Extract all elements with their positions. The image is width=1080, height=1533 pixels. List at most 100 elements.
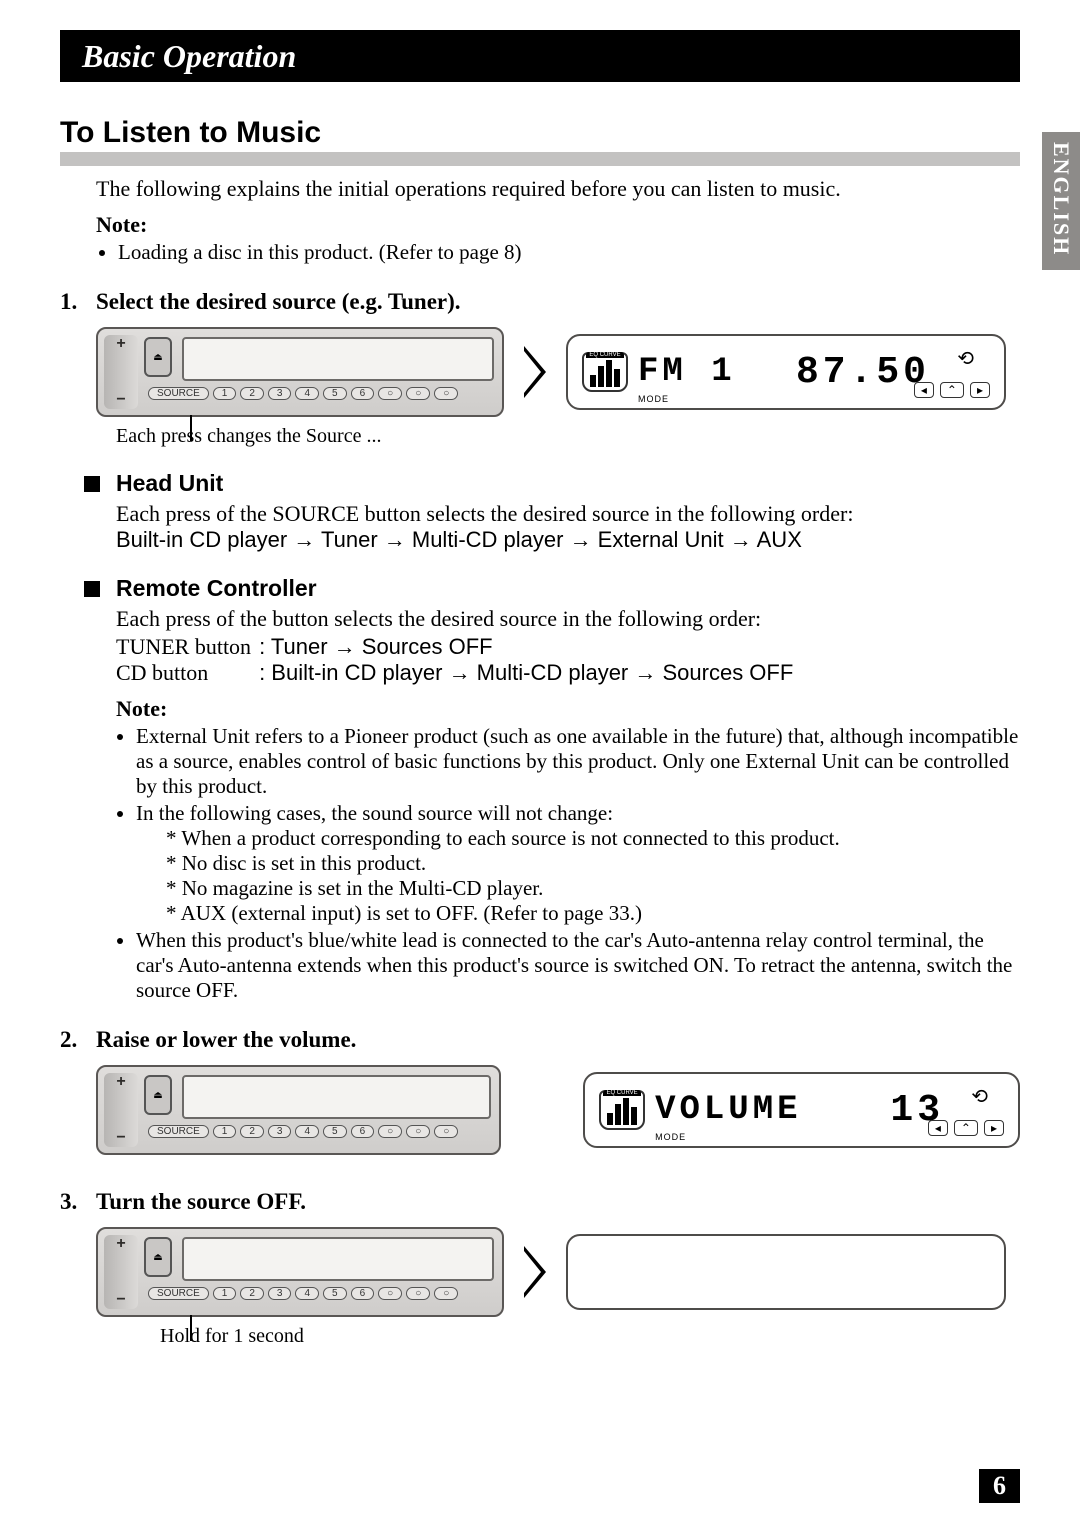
head-unit-line1: Each press of the SOURCE button selects … (116, 501, 1020, 527)
arrow-icon (524, 1246, 546, 1298)
eject-knob-icon: ⏏ (144, 337, 172, 377)
next-icon: ▸ (970, 382, 990, 398)
lcd-label: VOLUME (655, 1091, 890, 1129)
preset-btn: 3 (268, 1125, 292, 1138)
head-unit-body: Each press of the SOURCE button selects … (116, 501, 1020, 553)
preset-btn: 4 (295, 1125, 319, 1138)
preset-btn: ○ (378, 1287, 402, 1300)
lcd-display-blank (566, 1234, 1006, 1310)
step-number: 2. (60, 1027, 80, 1053)
loud-icon: ⌃ (954, 1120, 978, 1136)
preset-btn: ○ (406, 1125, 430, 1138)
note-heading: Note: (96, 212, 1020, 238)
source-button: SOURCE (148, 1287, 209, 1300)
preset-btn: ○ (378, 387, 402, 400)
lcd-display: FM 1 87.50 ⟲ ◂⌃▸ MODE (566, 334, 1006, 410)
sub-note-item: No magazine is set in the Multi-CD playe… (166, 876, 1020, 901)
head-unit-sequence: Built-in CD player → Tuner → Multi-CD pl… (116, 527, 1020, 553)
button-row: SOURCE 1 2 3 4 5 6 ○ ○ ○ (148, 387, 494, 400)
cd-sequence: : Built-in CD player → Multi-CD player →… (259, 660, 793, 686)
preset-btn: ○ (434, 1125, 458, 1138)
preset-btn: ○ (406, 387, 430, 400)
note-item: In the following cases, the sound source… (136, 801, 1020, 926)
preset-btn: ○ (378, 1125, 402, 1138)
note-item-text: In the following cases, the sound source… (136, 801, 613, 825)
unit-screen (182, 1075, 491, 1119)
subheading-head-unit: Head Unit (84, 470, 1020, 497)
remote-line1: Each press of the button selects the des… (116, 606, 1020, 632)
eq-curve-icon (582, 352, 628, 392)
manual-page: Basic Operation ENGLISH To Listen to Mus… (0, 0, 1080, 1533)
prev-icon: ◂ (914, 382, 934, 398)
note2-list: External Unit refers to a Pioneer produc… (116, 724, 1020, 1003)
preset-btn: 5 (323, 1287, 347, 1300)
preset-btn: 2 (240, 1287, 264, 1300)
note-item: When this product's blue/white lead is c… (136, 928, 1020, 1003)
mode-label: MODE (638, 394, 669, 404)
section-title: To Listen to Music (60, 116, 1020, 166)
preset-btn: ○ (434, 1287, 458, 1300)
preset-btn: 6 (351, 1125, 375, 1138)
preset-btn: 4 (295, 387, 319, 400)
preset-btn: 1 (213, 1125, 237, 1138)
figure-caption: Each press changes the Source ... (116, 425, 1020, 448)
remote-body: Each press of the button selects the des… (116, 606, 1020, 1003)
preset-btn: 6 (351, 1287, 375, 1300)
page-number: 6 (979, 1469, 1020, 1503)
sub-note-list: When a product corresponding to each sou… (136, 826, 1020, 926)
unit-screen (182, 1237, 494, 1281)
sub-note-item: AUX (external input) is set to OFF. (Ref… (166, 901, 1020, 926)
preset-btn: 4 (295, 1287, 319, 1300)
language-tab: ENGLISH (1042, 132, 1080, 270)
sub-note-item: No disc is set in this product. (166, 851, 1020, 876)
button-row: SOURCE 1 2 3 4 5 6 ○ ○ ○ (148, 1287, 494, 1300)
loop-icon: ⟲ (957, 346, 974, 371)
loud-icon: ⌃ (940, 382, 964, 398)
tuner-sequence: : Tuner → Sources OFF (259, 634, 793, 660)
tuner-button-label: TUNER button (116, 634, 259, 660)
preset-btn: 6 (351, 387, 375, 400)
figure-row-1: +− ⏏ SOURCE 1 2 3 4 5 6 ○ ○ ○ FM 1 8 (96, 327, 1020, 417)
preset-btn: 5 (323, 387, 347, 400)
eject-knob-icon: ⏏ (144, 1237, 172, 1277)
arrow-icon (524, 346, 546, 398)
note-item: External Unit refers to a Pioneer produc… (136, 724, 1020, 799)
step-3: 3. Turn the source OFF. (60, 1189, 1020, 1215)
lcd-right-icons: ⟲ ◂⌃▸ (898, 1080, 1008, 1140)
intro-text: The following explains the initial opera… (96, 176, 1020, 202)
volume-rocker-icon: +− (104, 335, 138, 409)
step-number: 1. (60, 289, 80, 315)
figure-row-2: +− ⏏ SOURCE 1 2 3 4 5 6 ○ ○ ○ VOLUME 1 3 (96, 1065, 1020, 1155)
head-unit-diagram: +− ⏏ SOURCE 1 2 3 4 5 6 ○ ○ ○ (96, 327, 504, 417)
step-text: Turn the source OFF. (96, 1189, 306, 1215)
source-button: SOURCE (148, 1125, 209, 1138)
note-list: Loading a disc in this product. (Refer t… (96, 240, 1020, 265)
chapter-title: Basic Operation (82, 38, 296, 75)
pointer-line-icon (190, 1315, 192, 1341)
note-item: Loading a disc in this product. (Refer t… (118, 240, 1020, 265)
preset-btn: 3 (268, 387, 292, 400)
subheading-remote: Remote Controller (84, 575, 1020, 602)
preset-btn: ○ (406, 1287, 430, 1300)
step-text: Select the desired source (e.g. Tuner). (96, 289, 461, 315)
preset-btn: 1 (213, 1287, 237, 1300)
volume-rocker-icon: +− (104, 1073, 138, 1147)
loop-icon: ⟲ (971, 1084, 988, 1109)
mode-label: MODE (655, 1132, 686, 1142)
figure-row-3: +− ⏏ SOURCE 1 2 3 4 5 6 ○ ○ ○ (96, 1227, 1020, 1317)
step-2: 2. Raise or lower the volume. (60, 1027, 1020, 1053)
volume-rocker-icon: +− (104, 1235, 138, 1309)
preset-btn: 3 (268, 1287, 292, 1300)
eject-knob-icon: ⏏ (144, 1075, 172, 1115)
preset-btn: 5 (323, 1125, 347, 1138)
head-unit-diagram: +− ⏏ SOURCE 1 2 3 4 5 6 ○ ○ ○ (96, 1227, 504, 1317)
sub-note-item: When a product corresponding to each sou… (166, 826, 1020, 851)
source-button: SOURCE (148, 387, 209, 400)
lcd-display: VOLUME 13 ⟲ ◂⌃▸ MODE (583, 1072, 1020, 1148)
lcd-band: FM 1 (638, 353, 796, 391)
figure-caption: Hold for 1 second (160, 1325, 1020, 1348)
head-unit-diagram: +− ⏏ SOURCE 1 2 3 4 5 6 ○ ○ ○ (96, 1065, 501, 1155)
square-bullet-icon (84, 581, 100, 597)
pointer-line-icon (190, 415, 192, 441)
eq-curve-icon (599, 1090, 645, 1130)
